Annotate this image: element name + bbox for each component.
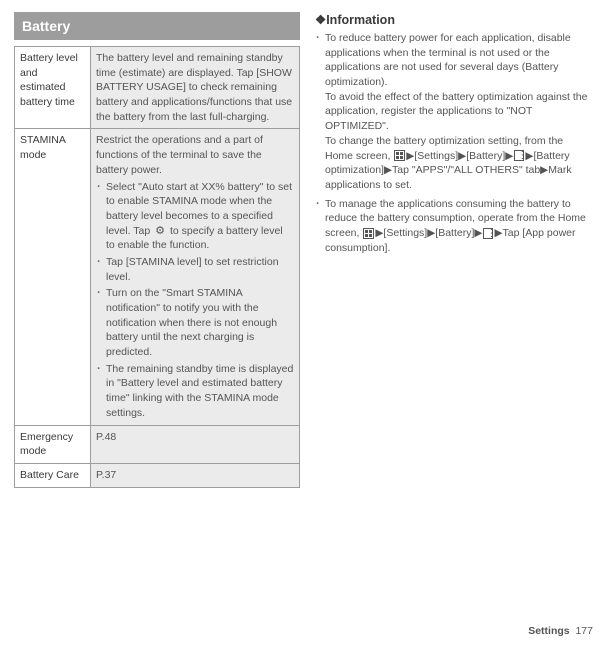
information-list: To reduce battery power for each applica…	[315, 31, 593, 255]
battery-table: Battery level and estimated battery time…	[14, 46, 300, 488]
footer-page-number: 177	[575, 625, 593, 637]
battery-header: Battery	[14, 12, 300, 40]
info-text: To avoid the effect of the battery optim…	[325, 91, 587, 132]
gear-icon: ⚙	[154, 225, 166, 237]
row-label: Battery Care	[15, 463, 91, 487]
nav-path: ▶[Settings]▶[Battery]▶	[375, 227, 482, 239]
row-label: STAMINA mode	[15, 129, 91, 425]
info-item: To reduce battery power for each applica…	[315, 31, 593, 193]
footer-section: Settings	[528, 625, 569, 637]
row-desc-intro: Restrict the operations and a part of fu…	[96, 134, 263, 175]
row-desc: Restrict the operations and a part of fu…	[91, 129, 300, 425]
bullet: The remaining standby time is displayed …	[96, 362, 294, 421]
page-footer: Settings 177	[528, 625, 593, 637]
nav-path: ▶[Settings]▶[Battery]▶	[406, 150, 513, 162]
stamina-bullets: Select "Auto start at XX% battery" to se…	[96, 180, 294, 421]
row-label: Emergency mode	[15, 425, 91, 463]
info-item: To manage the applications consuming the…	[315, 197, 593, 256]
bullet: Select "Auto start at XX% battery" to se…	[96, 180, 294, 253]
row-desc: P.48	[91, 425, 300, 463]
menu-icon	[483, 228, 493, 239]
bullet: Turn on the "Smart STAMINA notification"…	[96, 286, 294, 359]
row-label: Battery level and estimated battery time	[15, 47, 91, 129]
row-desc: P.37	[91, 463, 300, 487]
menu-icon	[514, 150, 524, 161]
apps-icon	[363, 228, 374, 239]
info-text: To reduce battery power for each applica…	[325, 32, 571, 88]
information-heading: ❖Information	[315, 12, 593, 27]
row-desc: The battery level and remaining standby …	[91, 47, 300, 129]
apps-icon	[394, 150, 405, 161]
bullet: Tap [STAMINA level] to set restriction l…	[96, 255, 294, 284]
